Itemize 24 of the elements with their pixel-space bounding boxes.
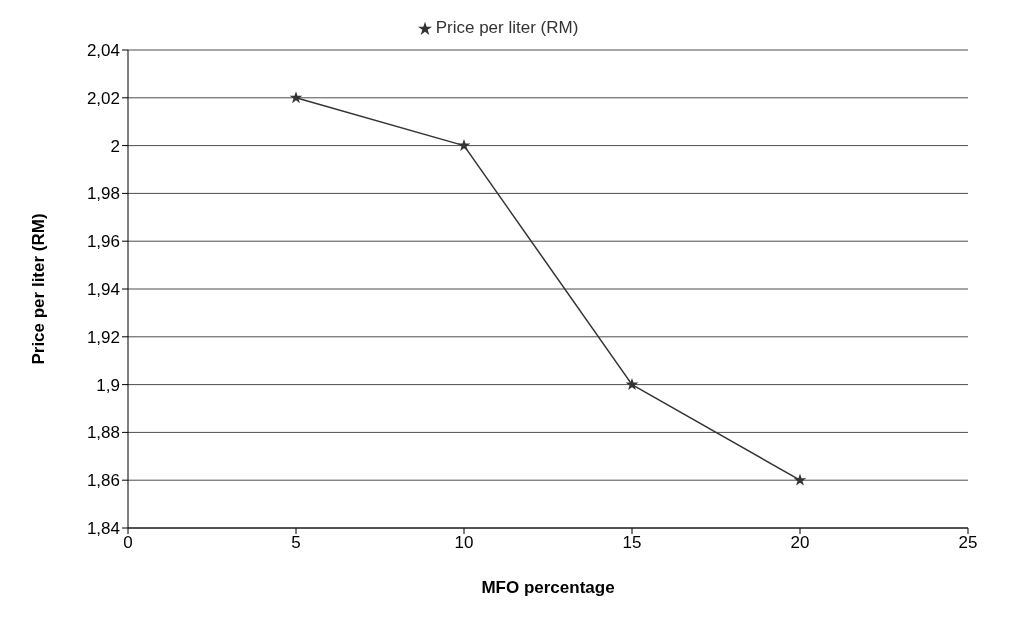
y-tick-label: 1,88 bbox=[86, 423, 120, 443]
point bbox=[793, 473, 807, 486]
y-tick-label: 1,94 bbox=[86, 280, 120, 300]
point bbox=[289, 91, 303, 104]
legend-label: Price per liter (RM) bbox=[435, 18, 579, 37]
y-tick-label: 1,84 bbox=[86, 519, 120, 539]
x-tick-label: 25 bbox=[958, 533, 978, 553]
point bbox=[457, 138, 471, 151]
point bbox=[625, 377, 639, 390]
x-tick-label: 5 bbox=[291, 533, 301, 553]
y-tick-label: 1,96 bbox=[86, 232, 120, 252]
y-axis-title: Price per liter (RM) bbox=[29, 213, 49, 365]
x-axis-title: MFO percentage bbox=[481, 578, 615, 597]
x-tick-label: 15 bbox=[622, 533, 642, 553]
y-tick-label: 1,98 bbox=[86, 184, 120, 204]
y-tick-label: 2,02 bbox=[86, 88, 120, 108]
y-tick-label: 1,9 bbox=[96, 375, 120, 395]
x-tick-label: 0 bbox=[123, 533, 133, 553]
x-tick-label: 10 bbox=[454, 533, 474, 553]
y-tick-label: 2,04 bbox=[86, 41, 120, 61]
x-tick-label: 20 bbox=[790, 533, 810, 553]
y-tick-label: 1,86 bbox=[86, 471, 120, 491]
y-tick-label: 2 bbox=[110, 136, 120, 156]
y-tick-label: 1,92 bbox=[86, 327, 120, 347]
